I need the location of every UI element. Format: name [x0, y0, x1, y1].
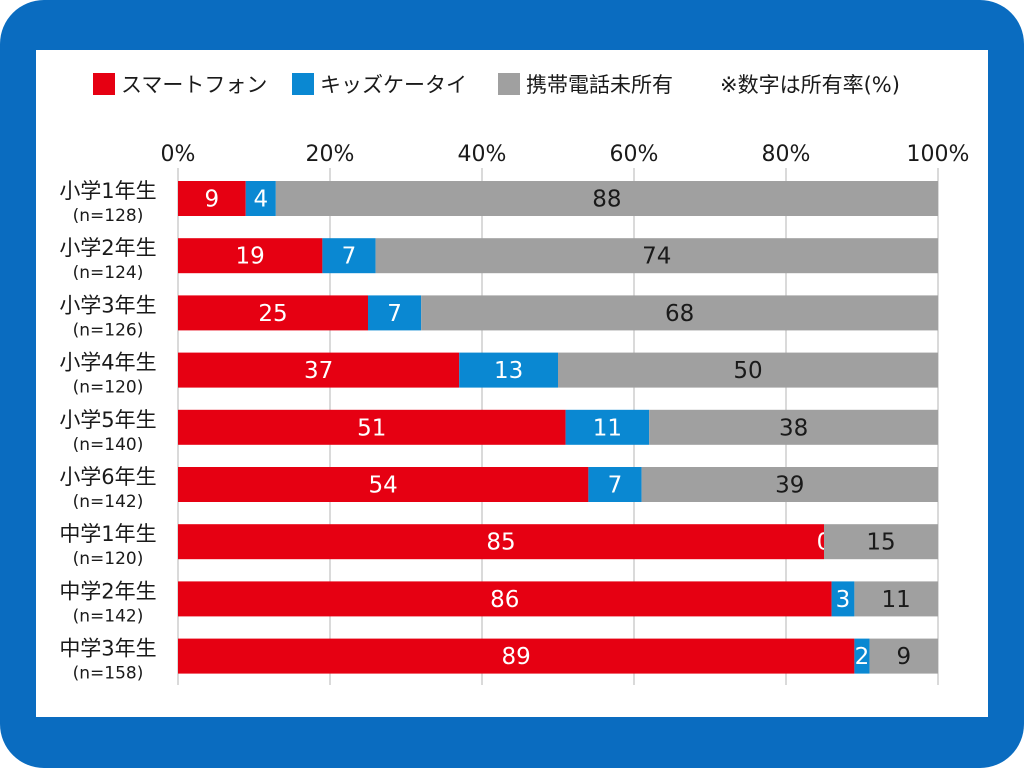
bar-segment	[558, 352, 938, 388]
bar-segment	[245, 181, 276, 216]
bar-segment	[459, 352, 558, 388]
bar-segment	[368, 295, 422, 331]
data-label: 51	[357, 415, 386, 441]
bar-segment	[421, 295, 938, 331]
x-tick-label: 60%	[610, 142, 659, 167]
legend-swatch	[292, 73, 314, 95]
category-label: 中学2年生	[59, 579, 156, 603]
legend-swatch	[93, 73, 115, 95]
bar-segment	[824, 524, 938, 560]
x-tick-label: 0%	[161, 142, 196, 167]
bar-segment	[375, 238, 939, 274]
bar-segment	[854, 581, 938, 617]
category-label: 小学6年生	[59, 465, 156, 489]
bar-segment	[178, 238, 323, 274]
category-sample-size: (n=120)	[73, 378, 144, 398]
data-label: 50	[733, 358, 762, 384]
data-label: 25	[258, 301, 287, 327]
bar-segment	[178, 467, 589, 502]
data-label: 39	[775, 473, 804, 499]
category-sample-size: (n=142)	[73, 492, 144, 512]
category-label: 小学2年生	[59, 236, 156, 260]
category-sample-size: (n=142)	[73, 606, 144, 626]
category-sample-size: (n=120)	[73, 549, 144, 569]
data-label: 85	[486, 530, 515, 556]
data-label: 3	[836, 587, 851, 613]
data-label: 86	[490, 587, 519, 613]
legend-label: スマートフォン	[121, 73, 267, 97]
bar-segment	[588, 467, 642, 502]
bar-segment	[649, 409, 938, 445]
bar-segment	[178, 581, 832, 617]
category-label: 小学5年生	[59, 408, 156, 432]
category-sample-size: (n=140)	[73, 435, 144, 455]
data-label: 19	[236, 244, 265, 270]
category-label: 小学1年生	[59, 179, 156, 203]
data-label: 4	[253, 187, 268, 213]
data-label: 68	[665, 301, 694, 327]
category-sample-size: (n=126)	[73, 320, 144, 340]
data-label: 15	[866, 530, 895, 556]
x-tick-label: 80%	[762, 142, 811, 167]
bar-segment	[869, 638, 938, 674]
bar-segment	[178, 295, 368, 331]
x-tick-label: 20%	[306, 142, 355, 167]
category-label: 小学4年生	[59, 351, 156, 375]
data-label: 7	[608, 473, 623, 499]
bar-segment	[178, 524, 824, 560]
legend-swatch	[498, 73, 520, 95]
data-label: 9	[896, 644, 911, 670]
data-label: 38	[779, 415, 808, 441]
bar-segment	[178, 638, 855, 674]
data-label: 88	[592, 187, 621, 213]
bar-segment	[831, 581, 855, 617]
data-label: 74	[642, 244, 671, 270]
category-label: 中学3年生	[59, 637, 156, 661]
category-label: 中学1年生	[59, 522, 156, 546]
data-label: 54	[369, 473, 398, 499]
bar-segment	[854, 638, 870, 674]
category-label: 小学3年生	[59, 293, 156, 317]
legend-label: キッズケータイ	[320, 73, 467, 97]
bar-segment	[178, 352, 460, 388]
data-label: 2	[855, 644, 870, 670]
category-sample-size: (n=124)	[73, 263, 144, 283]
bar-segment	[275, 181, 938, 216]
bar-segment	[322, 238, 376, 274]
bar-segment	[641, 467, 938, 502]
bar-segment	[178, 181, 246, 216]
data-label: 7	[387, 301, 402, 327]
data-label: 13	[494, 358, 523, 384]
category-sample-size: (n=158)	[73, 664, 144, 684]
data-label: 11	[593, 415, 622, 441]
data-label: 11	[882, 587, 911, 613]
x-tick-label: 40%	[458, 142, 507, 167]
category-sample-size: (n=128)	[73, 206, 144, 226]
data-label: 89	[502, 644, 531, 670]
bar-segment	[178, 409, 566, 445]
bar-segment	[565, 409, 650, 445]
legend-label: 携帯電話未所有	[526, 73, 673, 97]
data-label: 7	[342, 244, 357, 270]
data-label: 37	[304, 358, 333, 384]
data-label: 9	[205, 187, 220, 213]
x-tick-label: 100%	[907, 142, 970, 167]
chart-note: ※数字は所有率(%)	[720, 73, 900, 97]
